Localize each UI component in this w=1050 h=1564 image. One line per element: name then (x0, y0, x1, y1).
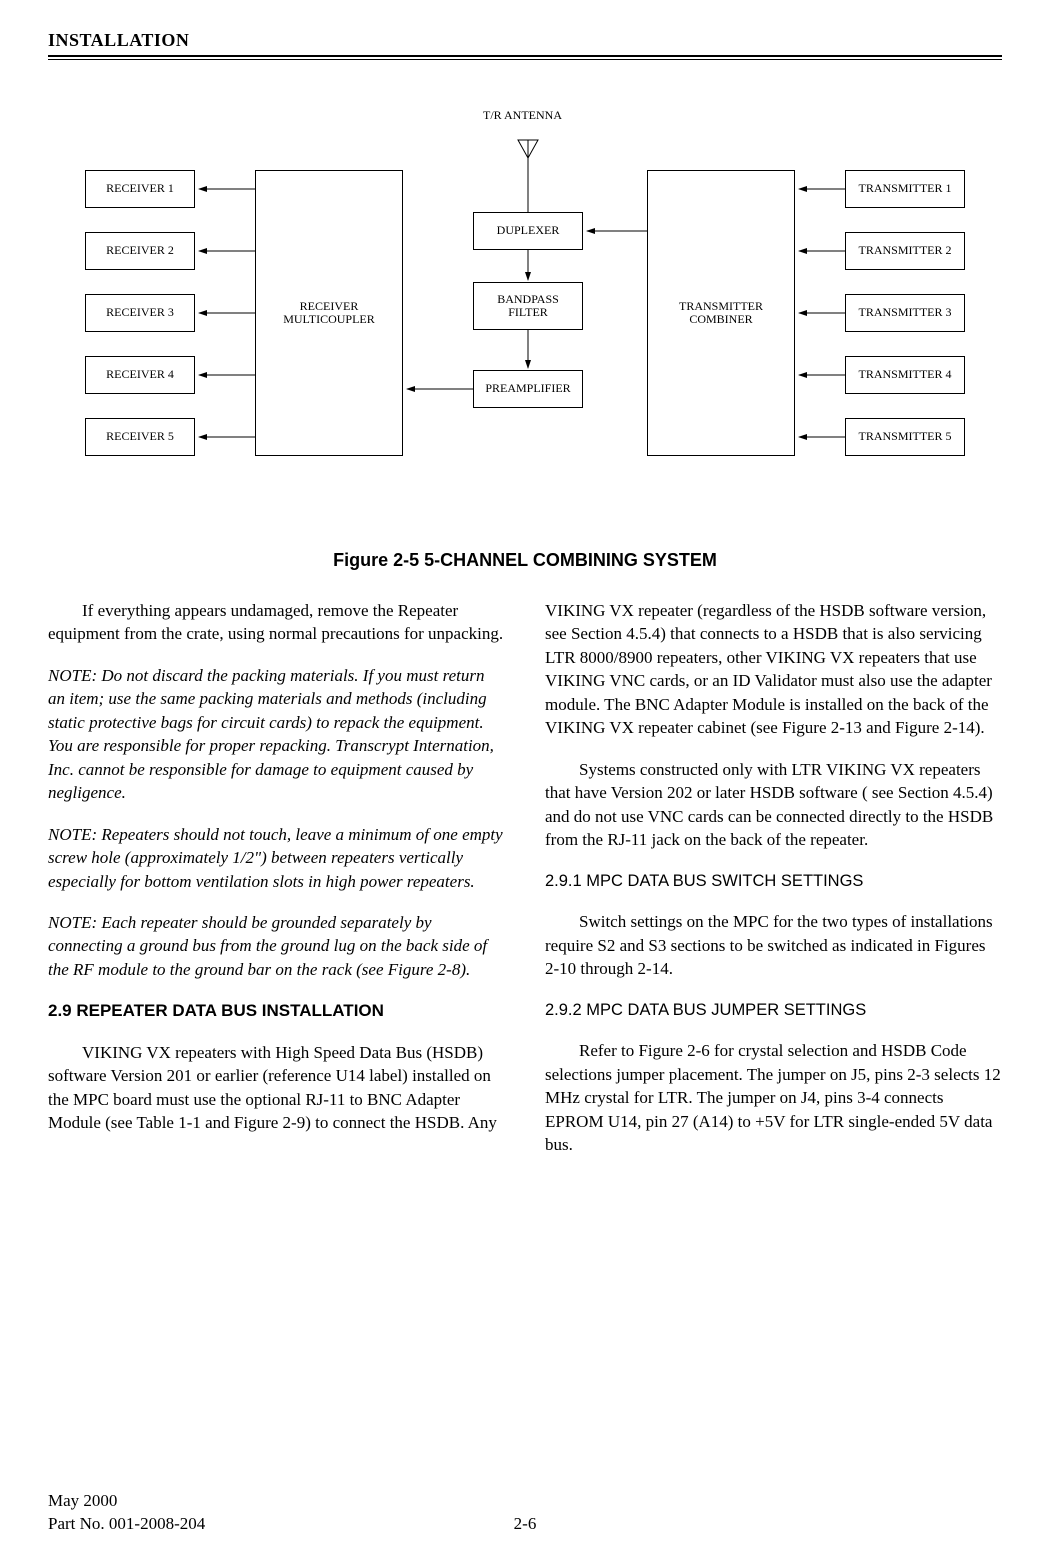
note-paragraph: NOTE: Do not discard the packing materia… (48, 664, 505, 805)
transmitter-box: TRANSMITTER 2 (845, 232, 965, 270)
transmitter-box: TRANSMITTER 5 (845, 418, 965, 456)
footer-page-number: 2-6 (514, 1513, 537, 1536)
figure-caption: Figure 2-5 5-CHANNEL COMBINING SYSTEM (48, 550, 1002, 571)
paragraph: VIKING VX repeaters with High Speed Data… (48, 1041, 505, 1135)
footer-date: May 2000 (48, 1490, 1002, 1513)
column-left: If everything appears undamaged, remove … (48, 599, 505, 1175)
body-columns: If everything appears undamaged, remove … (48, 599, 1002, 1175)
subsection-heading: 2.9.1 MPC DATA BUS SWITCH SETTINGS (545, 870, 1002, 893)
paragraph: VIKING VX repeater (regardless of the HS… (545, 599, 1002, 740)
receiver-box: RECEIVER 3 (85, 294, 195, 332)
header-title: INSTALLATION (48, 30, 1002, 51)
subsection-heading: 2.9.2 MPC DATA BUS JUMPER SETTINGS (545, 999, 1002, 1022)
page-header: INSTALLATION (48, 30, 1002, 60)
header-rule (48, 55, 1002, 60)
column-right: VIKING VX repeater (regardless of the HS… (545, 599, 1002, 1175)
receiver-box: RECEIVER 1 (85, 170, 195, 208)
paragraph: Switch settings on the MPC for the two t… (545, 910, 1002, 980)
receiver-box: RECEIVER 2 (85, 232, 195, 270)
preamplifier-box: PREAMPLIFIER (473, 370, 583, 408)
transmitter-box: TRANSMITTER 3 (845, 294, 965, 332)
paragraph: Systems constructed only with LTR VIKING… (545, 758, 1002, 852)
section-heading: 2.9 REPEATER DATA BUS INSTALLATION (48, 999, 505, 1022)
receiver-box: RECEIVER 4 (85, 356, 195, 394)
receiver-multicoupler-box: RECEIVER MULTICOUPLER (255, 170, 403, 456)
transmitter-combiner-box: TRANSMITTER COMBINER (647, 170, 795, 456)
transmitter-box: TRANSMITTER 4 (845, 356, 965, 394)
transmitter-box: TRANSMITTER 1 (845, 170, 965, 208)
duplexer-box: DUPLEXER (473, 212, 583, 250)
combining-system-diagram: T/R ANTENNA RECEIVER 1 RECEIVER 2 RECEIV… (75, 90, 975, 520)
bandpass-filter-box: BANDPASS FILTER (473, 282, 583, 330)
paragraph: If everything appears undamaged, remove … (48, 599, 505, 646)
page-footer: May 2000 Part No. 001-2008-204 2-6 (48, 1490, 1002, 1536)
paragraph: Refer to Figure 2-6 for crystal selectio… (545, 1039, 1002, 1156)
receiver-box: RECEIVER 5 (85, 418, 195, 456)
note-paragraph: NOTE: Each repeater should be grounded s… (48, 911, 505, 981)
note-paragraph: NOTE: Repeaters should not touch, leave … (48, 823, 505, 893)
antenna-label: T/R ANTENNA (483, 108, 562, 123)
